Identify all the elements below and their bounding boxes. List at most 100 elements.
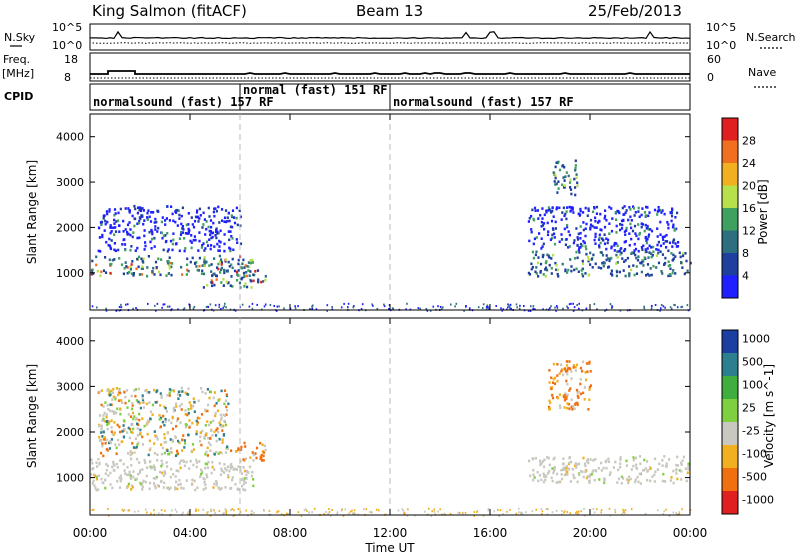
heatmap-cell bbox=[204, 424, 207, 427]
heatmap-cell bbox=[167, 248, 170, 251]
heatmap-cell bbox=[122, 424, 125, 427]
heatmap-cell bbox=[191, 483, 194, 486]
heatmap-cell bbox=[616, 244, 619, 248]
power-heatmap bbox=[90, 159, 692, 312]
heatmap-cell bbox=[227, 211, 230, 215]
heatmap-cell bbox=[572, 364, 575, 367]
heatmap-cell bbox=[210, 508, 212, 511]
heatmap-cell bbox=[195, 510, 197, 513]
heatmap-cell bbox=[285, 512, 288, 515]
heatmap-cell bbox=[127, 207, 130, 210]
heatmap-cell bbox=[676, 513, 678, 516]
heatmap-cell bbox=[203, 435, 206, 439]
heatmap-cell bbox=[566, 225, 569, 229]
heatmap-cell bbox=[105, 420, 108, 424]
heatmap-cell bbox=[583, 386, 586, 389]
heatmap-cell bbox=[130, 263, 133, 266]
heatmap-cell bbox=[536, 471, 539, 474]
heatmap-cell bbox=[132, 274, 135, 277]
heatmap-cell bbox=[541, 510, 544, 513]
heatmap-cell bbox=[263, 444, 266, 448]
heatmap-cell bbox=[562, 462, 565, 465]
heatmap-cell bbox=[572, 302, 574, 305]
heatmap-cell bbox=[589, 227, 592, 231]
heatmap-cell bbox=[637, 237, 640, 241]
heatmap-cell bbox=[642, 244, 645, 248]
heatmap-cell bbox=[675, 245, 678, 248]
heatmap-cell bbox=[477, 306, 480, 309]
heatmap-cell bbox=[215, 236, 218, 240]
heatmap-cell bbox=[162, 486, 165, 489]
heatmap-cell bbox=[107, 474, 110, 477]
heatmap-cell bbox=[518, 511, 520, 514]
heatmap-cell bbox=[571, 206, 574, 210]
heatmap-cell bbox=[681, 252, 685, 255]
heatmap-cell bbox=[566, 406, 569, 410]
heatmap-cell bbox=[174, 486, 177, 489]
heatmap-cell bbox=[97, 474, 100, 477]
heatmap-cell bbox=[91, 482, 94, 485]
heatmap-cell bbox=[663, 235, 666, 238]
heatmap-cell bbox=[199, 431, 202, 434]
heatmap-cell bbox=[237, 508, 240, 511]
heatmap-cell bbox=[634, 211, 637, 214]
heatmap-cell bbox=[568, 461, 571, 465]
heatmap-cell bbox=[217, 452, 220, 455]
heatmap-cell bbox=[142, 257, 145, 261]
heatmap-cell bbox=[187, 223, 190, 226]
heatmap-cell bbox=[294, 307, 297, 310]
heatmap-cell bbox=[183, 464, 186, 468]
heatmap-cell bbox=[191, 421, 194, 425]
heatmap-cell bbox=[530, 230, 533, 234]
heatmap-cell bbox=[647, 469, 650, 472]
heatmap-cell bbox=[663, 510, 665, 513]
heatmap-cell bbox=[626, 256, 629, 260]
heatmap-cell bbox=[205, 240, 209, 244]
heatmap-cell bbox=[651, 254, 654, 257]
heatmap-cell bbox=[98, 236, 101, 239]
heatmap-cell bbox=[165, 239, 168, 243]
heatmap-cell bbox=[541, 217, 544, 220]
heatmap-cell bbox=[618, 270, 621, 274]
heatmap-cell bbox=[277, 510, 280, 513]
heatmap-cell bbox=[227, 260, 230, 264]
heatmap-cell bbox=[563, 185, 566, 189]
heatmap-cell bbox=[208, 238, 211, 241]
heatmap-cell bbox=[213, 207, 216, 211]
colorbar-segment bbox=[722, 230, 738, 253]
heatmap-cell bbox=[190, 234, 193, 237]
heatmap-cell bbox=[172, 409, 175, 413]
heatmap-cell bbox=[585, 252, 588, 256]
heatmap-cell bbox=[570, 302, 572, 305]
heatmap-cell bbox=[242, 258, 245, 262]
heatmap-cell bbox=[159, 470, 162, 474]
heatmap-cell bbox=[131, 260, 134, 263]
heatmap-cell bbox=[181, 273, 184, 276]
heatmap-cell bbox=[562, 176, 565, 179]
heatmap-cell bbox=[583, 462, 587, 466]
heatmap-cell bbox=[209, 233, 212, 237]
heatmap-cell bbox=[586, 458, 589, 461]
heatmap-cell bbox=[181, 227, 184, 230]
heatmap-cell bbox=[141, 265, 144, 268]
heatmap-cell bbox=[171, 427, 175, 431]
heatmap-cell bbox=[95, 255, 98, 259]
heatmap-cell bbox=[131, 411, 135, 415]
heatmap-cell bbox=[619, 253, 622, 256]
heatmap-cell bbox=[587, 207, 590, 210]
heatmap-cell bbox=[609, 303, 612, 306]
heatmap-cell bbox=[509, 306, 511, 309]
heatmap-cell bbox=[548, 399, 551, 403]
heatmap-cell bbox=[184, 247, 187, 250]
heatmap-cell bbox=[138, 208, 141, 212]
heatmap-cell bbox=[569, 209, 572, 213]
heatmap-cell bbox=[653, 208, 657, 212]
heatmap-cell bbox=[153, 509, 155, 512]
heatmap-cell bbox=[100, 427, 103, 431]
heatmap-cell bbox=[589, 263, 592, 266]
heatmap-cell bbox=[198, 239, 201, 243]
heatmap-cell bbox=[616, 270, 619, 274]
heatmap-cell bbox=[109, 403, 112, 406]
heatmap-cell bbox=[204, 233, 207, 236]
